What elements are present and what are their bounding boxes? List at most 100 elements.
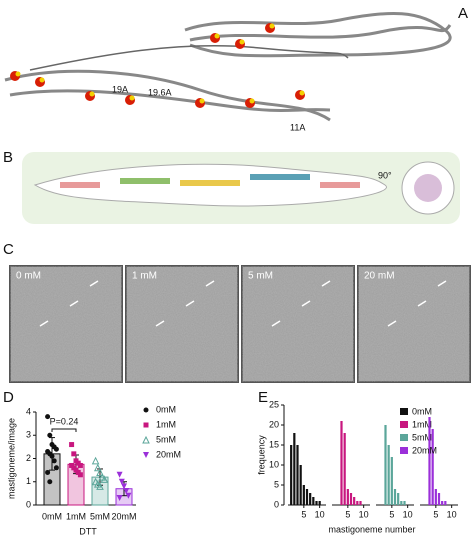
bar <box>393 489 397 505</box>
y-axis-title: frequency <box>256 435 266 475</box>
bar <box>400 501 403 505</box>
legend-swatch <box>400 421 408 428</box>
bar <box>441 501 444 505</box>
arrow <box>155 320 165 327</box>
y-tick-label: 25 <box>269 399 279 409</box>
rotation-label: 90° <box>378 170 392 180</box>
y-tick-label: 10 <box>269 459 279 469</box>
x-tick-label: 5mM <box>90 511 110 521</box>
y-tick-label: 5 <box>274 479 279 489</box>
condition-label: 0 mM <box>16 271 41 282</box>
legend-marker <box>143 422 149 428</box>
data-point <box>77 462 83 468</box>
condition-label: 20 mM <box>364 271 395 282</box>
x-tick-label: 0mM <box>42 511 62 521</box>
micrograph-noise <box>358 266 470 382</box>
y-tick-label: 4 <box>26 406 31 416</box>
x-tick-label: 5 <box>345 509 350 519</box>
micrograph-noise <box>126 266 238 382</box>
data-point <box>77 472 83 478</box>
y-tick-label: 1 <box>26 476 31 486</box>
data-point <box>51 458 57 464</box>
data-point <box>116 471 123 478</box>
bar <box>434 489 437 505</box>
x-tick-label: 10 <box>403 509 413 519</box>
data-point <box>49 453 55 459</box>
bar <box>384 425 387 505</box>
condition-label: 5 mM <box>248 271 273 282</box>
bar <box>315 501 318 505</box>
data-point <box>123 488 130 495</box>
data-point <box>100 475 109 483</box>
y-tick-label: 15 <box>269 439 279 449</box>
helices <box>60 174 360 188</box>
data-point <box>125 492 132 499</box>
bar <box>296 445 299 505</box>
bar <box>305 489 309 505</box>
panel-label: E <box>258 389 268 406</box>
arrow <box>271 320 281 327</box>
data-point <box>47 479 53 485</box>
bar <box>428 417 431 505</box>
bar <box>437 493 441 505</box>
bar <box>343 433 346 505</box>
x-tick-label: 10 <box>315 509 325 519</box>
x-tick-label: 5 <box>301 509 306 519</box>
bar <box>397 493 400 505</box>
arrow <box>301 300 311 307</box>
legend-label: 5mM <box>412 432 432 442</box>
data-point <box>45 414 51 420</box>
arrow <box>69 300 79 307</box>
legend-swatch <box>400 434 408 441</box>
x-axis-title: DTT <box>79 526 97 536</box>
y-tick-label: 0 <box>274 499 279 509</box>
legend-marker <box>143 407 149 413</box>
arrow <box>321 280 331 287</box>
bar <box>349 493 353 505</box>
micrograph-noise <box>242 266 354 382</box>
bar <box>309 493 312 505</box>
data-point <box>53 446 59 452</box>
legend-label: 5mM <box>156 434 176 444</box>
legend-label: 0mM <box>156 404 176 414</box>
legend-label: 1mM <box>412 419 432 429</box>
y-tick-label: 2 <box>26 453 31 463</box>
distance-label: 11A <box>290 122 305 132</box>
bar <box>431 429 434 505</box>
bar <box>353 497 356 505</box>
x-tick-label: 20mM <box>111 511 136 521</box>
data-point <box>69 442 75 448</box>
data-point <box>96 468 104 476</box>
data-point <box>96 482 104 490</box>
panel-label: A <box>458 5 468 22</box>
y-tick-label: 20 <box>269 419 279 429</box>
x-axis-title: mastigoneme number <box>328 524 415 534</box>
arrow <box>387 320 397 327</box>
bar <box>359 501 362 505</box>
legend-swatch <box>400 408 408 415</box>
x-tick-label: 5 <box>389 509 394 519</box>
arrow <box>89 280 99 287</box>
bar <box>318 501 321 505</box>
legend-swatch <box>400 447 408 454</box>
protein-structure <box>4 12 452 122</box>
significance-bracket <box>51 428 77 432</box>
data-point <box>118 478 125 485</box>
panel-label: C <box>3 241 14 258</box>
residue-spheres <box>10 23 305 108</box>
data-point <box>116 495 123 502</box>
bar <box>346 489 349 505</box>
data-point <box>47 432 53 438</box>
end-view-core <box>414 174 442 202</box>
legend-marker <box>143 452 149 458</box>
panel-label: B <box>3 149 13 166</box>
arrow <box>39 320 49 327</box>
data-point <box>91 456 100 465</box>
data-point <box>121 483 127 490</box>
bar <box>299 465 302 505</box>
panel-label: D <box>3 389 14 406</box>
legend-label: 20mM <box>412 445 437 455</box>
x-tick-label: 5 <box>433 509 438 519</box>
legend-marker <box>142 435 150 444</box>
bar <box>340 421 343 505</box>
